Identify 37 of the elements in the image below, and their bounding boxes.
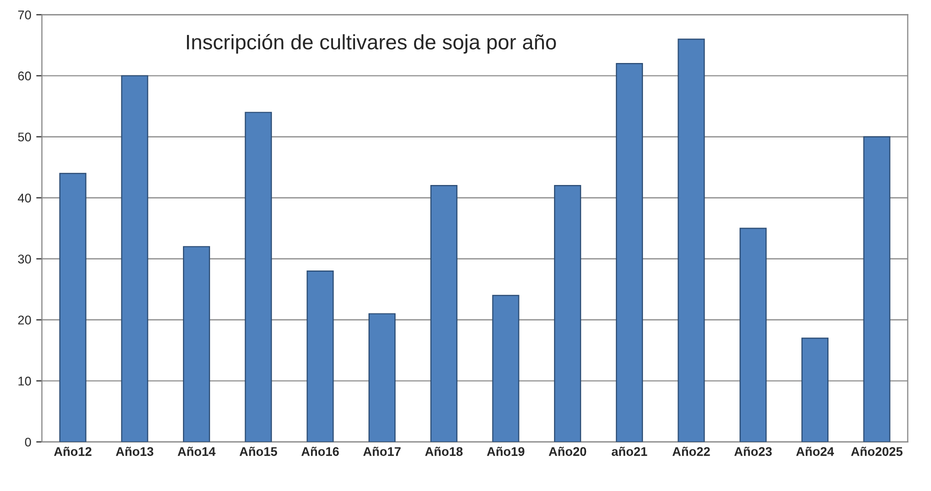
y-tick-label: 0 — [25, 438, 31, 447]
bar — [182, 246, 210, 442]
x-tick-label: Año22 — [672, 446, 710, 456]
y-tick-label: 20 — [18, 316, 31, 325]
bar — [430, 185, 458, 442]
bar — [740, 228, 767, 442]
bar — [554, 185, 582, 442]
x-tick-label: Año13 — [116, 446, 154, 456]
bar — [863, 136, 890, 442]
bar — [492, 294, 520, 442]
x-tick-label: Año24 — [796, 446, 834, 456]
y-tick-label: 60 — [18, 72, 31, 80]
x-tick-label: Año15 — [240, 446, 278, 456]
bar — [678, 38, 705, 442]
x-tick-label: Año23 — [734, 446, 772, 456]
bar — [801, 338, 828, 442]
y-tick-label: 10 — [18, 376, 31, 386]
x-tick-label: Año14 — [178, 446, 216, 456]
x-tick-label: Año20 — [548, 446, 586, 456]
bar — [121, 75, 148, 442]
y-tick-label: 30 — [18, 254, 31, 264]
bar — [368, 313, 396, 442]
x-tick-label: Año19 — [486, 446, 524, 456]
y-tick-label: 40 — [18, 194, 31, 202]
bar — [616, 62, 643, 442]
x-tick-label: Año2025 — [851, 446, 903, 456]
bar — [306, 270, 334, 442]
y-tick-label: 70 — [18, 10, 31, 20]
x-tick-label: Año18 — [425, 446, 463, 456]
text: Inscripción de cultivares de soja por año — [186, 34, 556, 54]
y-tick-label: 50 — [18, 132, 31, 142]
x-tick-label: año21 — [612, 446, 648, 456]
bar — [59, 172, 86, 442]
x-tick-label: Año12 — [54, 446, 92, 456]
bar — [244, 112, 272, 442]
x-tick-label: Año17 — [363, 446, 401, 456]
x-tick-label: Año16 — [301, 446, 339, 456]
